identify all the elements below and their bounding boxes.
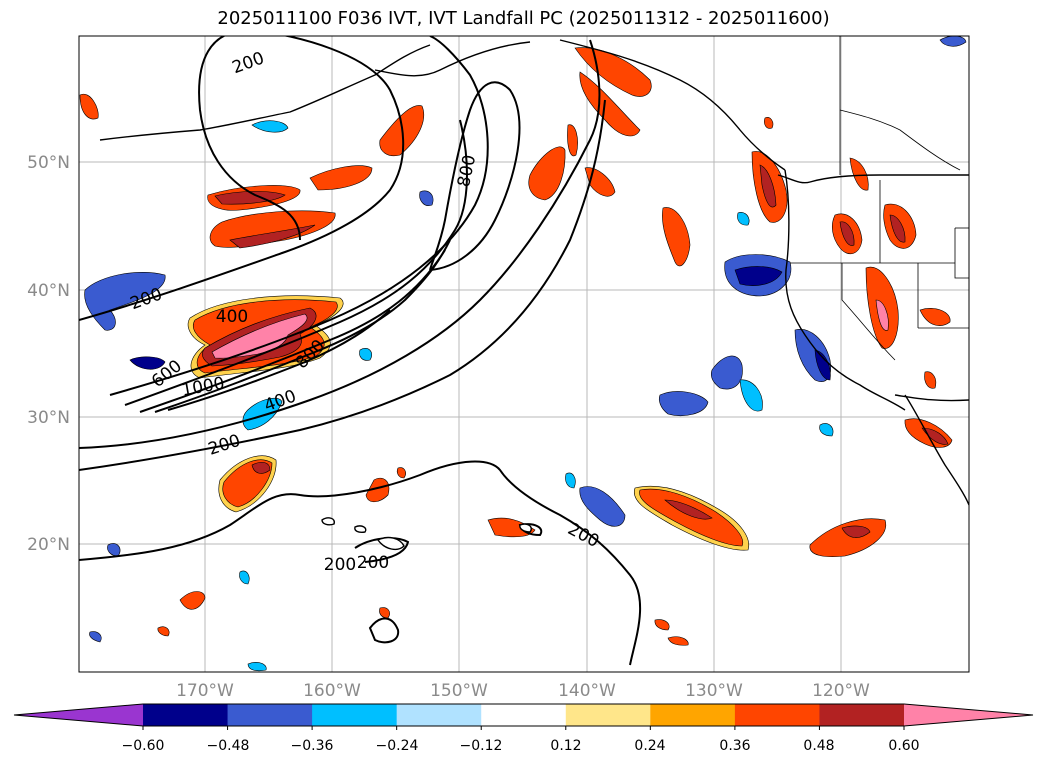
coastlines xyxy=(99,39,969,506)
colorbar-segment xyxy=(312,704,398,726)
state-boundaries xyxy=(790,36,969,361)
colorbar-tick-label: −0.60 xyxy=(122,738,165,754)
colorbar-segment xyxy=(481,704,567,726)
colorbar xyxy=(13,703,1034,730)
lon-label: 130°W xyxy=(685,681,743,701)
colorbar-tick-label: −0.24 xyxy=(376,738,419,754)
colorbar-tick-label: 0.48 xyxy=(803,738,834,754)
colorbar-tick-label: 0.36 xyxy=(719,738,750,754)
lat-label: 40°N xyxy=(27,281,70,301)
lon-label: 170°W xyxy=(176,681,234,701)
lon-label: 140°W xyxy=(558,681,616,701)
contour-label: 400 xyxy=(216,307,248,327)
map-frame xyxy=(78,35,970,673)
ivt-contours xyxy=(79,36,642,666)
colorbar-tick-label: −0.36 xyxy=(291,738,334,754)
colorbar-labels: −0.60 −0.48 −0.36 −0.24 −0.12 0.12 0.24 … xyxy=(122,738,920,754)
colorbar-segment xyxy=(734,704,820,726)
colorbar-segment xyxy=(227,704,313,726)
lon-label: 150°W xyxy=(430,681,488,701)
lat-label: 50°N xyxy=(27,153,70,173)
lat-label: 30°N xyxy=(27,408,70,428)
colorbar-segment xyxy=(650,704,736,726)
colorbar-tick-label: −0.12 xyxy=(460,738,503,754)
contour-label: 200 xyxy=(357,553,389,573)
colorbar-segment xyxy=(396,704,482,726)
colorbar-segment xyxy=(819,704,905,726)
colorbar-extend-left xyxy=(14,704,143,726)
colorbar-tick-label: 0.24 xyxy=(634,738,665,754)
page-title: 2025011100 F036 IVT, IVT Landfall PC (20… xyxy=(217,8,830,29)
islands xyxy=(321,517,532,551)
colorbar-tick-label: −0.48 xyxy=(207,738,250,754)
colorbar-segment xyxy=(565,704,651,726)
colorbar-tick-label: 0.12 xyxy=(550,738,581,754)
longitude-labels: 170°W 160°W 150°W 140°W 130°W 120°W xyxy=(176,681,870,701)
colorbar-segment xyxy=(143,704,229,726)
lon-label: 120°W xyxy=(812,681,870,701)
colorbar-extend-right xyxy=(904,704,1033,726)
lat-label: 20°N xyxy=(27,535,70,555)
contour-label: 200 xyxy=(324,555,356,575)
positive-pc-regions xyxy=(79,47,953,646)
latitude-labels: 50°N 40°N 30°N 20°N xyxy=(27,153,70,555)
colorbar-tick-label: 0.60 xyxy=(888,738,919,754)
negative-pc-regions xyxy=(84,36,967,672)
lon-label: 160°W xyxy=(303,681,361,701)
